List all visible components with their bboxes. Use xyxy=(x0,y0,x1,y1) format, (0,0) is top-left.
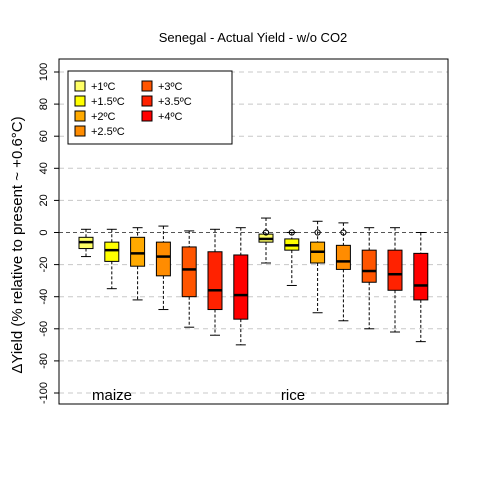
legend-swatch xyxy=(141,80,153,92)
legend-label: +4ºC xyxy=(158,111,183,123)
legend-item: +1ºC xyxy=(74,80,116,93)
y-tick-label: 80 xyxy=(38,98,50,110)
legend-item: +4ºC xyxy=(141,110,183,123)
legend-label: +1ºC xyxy=(91,81,116,93)
y-tick-label: 100 xyxy=(38,63,50,81)
y-tick-label: 60 xyxy=(38,130,50,142)
legend-swatch xyxy=(74,110,86,122)
box-rice xyxy=(310,220,326,314)
legend-item: +3ºC xyxy=(141,80,183,93)
legend-label: +2ºC xyxy=(91,111,116,123)
legend-label: +3.5ºC xyxy=(158,96,192,108)
box-body xyxy=(155,241,171,277)
group-labels: maize rice xyxy=(92,387,305,404)
legend-swatch xyxy=(74,125,86,137)
legend-item: +1.5ºC xyxy=(74,95,125,108)
legend: +1ºC +1.5ºC +2ºC +2.5ºC +3ºC +3.5ºC +4ºC xyxy=(67,70,233,145)
box-rice xyxy=(284,229,300,286)
legend-label: +1.5ºC xyxy=(91,96,125,108)
y-tick-label: 0 xyxy=(38,229,50,235)
box-maize xyxy=(104,228,120,290)
y-tick-label: -40 xyxy=(38,289,50,305)
legend-swatch xyxy=(74,95,86,107)
y-tick-label: 40 xyxy=(38,162,50,174)
box-rice xyxy=(387,227,403,333)
legend-item: +2ºC xyxy=(74,110,116,123)
outlier-point xyxy=(262,229,270,236)
box-maize xyxy=(181,230,197,328)
box-body xyxy=(181,246,197,298)
y-axis-label: ΔYield (% relative to present ~ +0.6°C) xyxy=(9,116,26,373)
box-maize xyxy=(155,225,171,311)
box-body xyxy=(361,249,377,283)
box-body xyxy=(130,236,146,267)
y-tick-label: -80 xyxy=(38,353,50,369)
box-maize xyxy=(233,227,249,346)
box-body xyxy=(233,254,249,320)
box-body xyxy=(335,244,351,270)
box-rice xyxy=(258,217,274,264)
outlier-point xyxy=(288,229,295,236)
y-tick-label: -100 xyxy=(38,382,50,404)
outlier-point xyxy=(314,229,321,236)
box-rice xyxy=(413,232,429,343)
boxes xyxy=(78,217,429,346)
box-body xyxy=(413,252,429,301)
box-maize xyxy=(78,228,94,258)
box-body xyxy=(387,249,403,291)
y-tick-label: -60 xyxy=(38,321,50,337)
box-maize xyxy=(130,227,146,301)
box-body xyxy=(207,251,223,311)
legend-item: +3.5ºC xyxy=(141,95,192,108)
legend-swatch xyxy=(141,110,153,122)
box-rice xyxy=(361,227,377,330)
legend-label: +2.5ºC xyxy=(91,126,125,138)
y-axis: 100 80 60 40 20 0 -20 -40 -60 -80 -100 xyxy=(38,63,60,404)
chart-title: Senegal - Actual Yield - w/o CO2 xyxy=(159,30,348,45)
box-rice xyxy=(335,222,351,322)
legend-swatch xyxy=(141,95,153,107)
group-label-rice: rice xyxy=(281,387,305,404)
box-maize xyxy=(207,228,223,336)
grid-lines xyxy=(59,71,448,394)
group-label-maize: maize xyxy=(92,387,132,404)
y-tick-label: 20 xyxy=(38,194,50,206)
legend-label: +3ºC xyxy=(158,81,183,93)
y-tick-label: -20 xyxy=(38,257,50,273)
legend-item: +2.5ºC xyxy=(74,125,125,138)
box-body xyxy=(104,241,120,262)
outlier-point xyxy=(340,229,347,236)
legend-swatch xyxy=(74,80,86,92)
